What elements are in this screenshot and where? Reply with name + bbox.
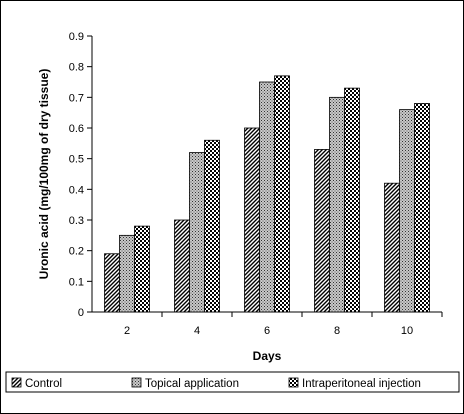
bar: [259, 81, 275, 313]
legend-swatch: [288, 377, 299, 388]
x-tick-label: 2: [124, 325, 130, 337]
y-tick-label: 0: [78, 307, 84, 319]
bar: [314, 149, 330, 313]
bar: [384, 182, 400, 313]
legend: Control Topical application Intraperitonea…: [5, 371, 460, 393]
y-tick-label: 0.1: [69, 276, 84, 288]
y-tick-label: 0.2: [69, 246, 84, 258]
legend-label: Topical application: [145, 378, 239, 390]
legend-label: Control: [25, 378, 62, 390]
bar: [189, 152, 205, 313]
x-tick-label: 8: [334, 325, 340, 337]
y-tick-label: 0.7: [69, 92, 84, 104]
bar: [329, 96, 345, 313]
bar: [204, 139, 220, 313]
bar: [174, 219, 190, 313]
bar: [274, 75, 290, 313]
y-tick-label: 0.8: [69, 62, 84, 74]
y-tick-label: 0.3: [69, 215, 84, 227]
y-tick-label: 0.6: [69, 123, 84, 135]
bar: [414, 103, 430, 313]
bar: [119, 234, 135, 313]
y-axis-title: Uronic acid (mg/100mg of dry tissue): [37, 69, 51, 280]
bar: [344, 87, 360, 313]
x-tick-label: 6: [264, 325, 270, 337]
legend-box: [5, 371, 460, 393]
bar: [399, 109, 415, 313]
x-tick-label: 4: [194, 325, 200, 337]
x-tick-label: 10: [401, 325, 413, 337]
bar: [244, 127, 260, 313]
bar: [134, 225, 150, 313]
x-axis-title: Days: [253, 349, 282, 363]
y-tick-label: 0.4: [69, 184, 84, 196]
legend-swatch: [11, 377, 22, 388]
legend-label: Intraperitoneal injection: [302, 378, 421, 390]
y-tick-label: 0.5: [69, 154, 84, 166]
bar: [104, 253, 120, 313]
legend-swatch: [131, 377, 142, 388]
y-tick-label: 0.9: [69, 31, 84, 43]
